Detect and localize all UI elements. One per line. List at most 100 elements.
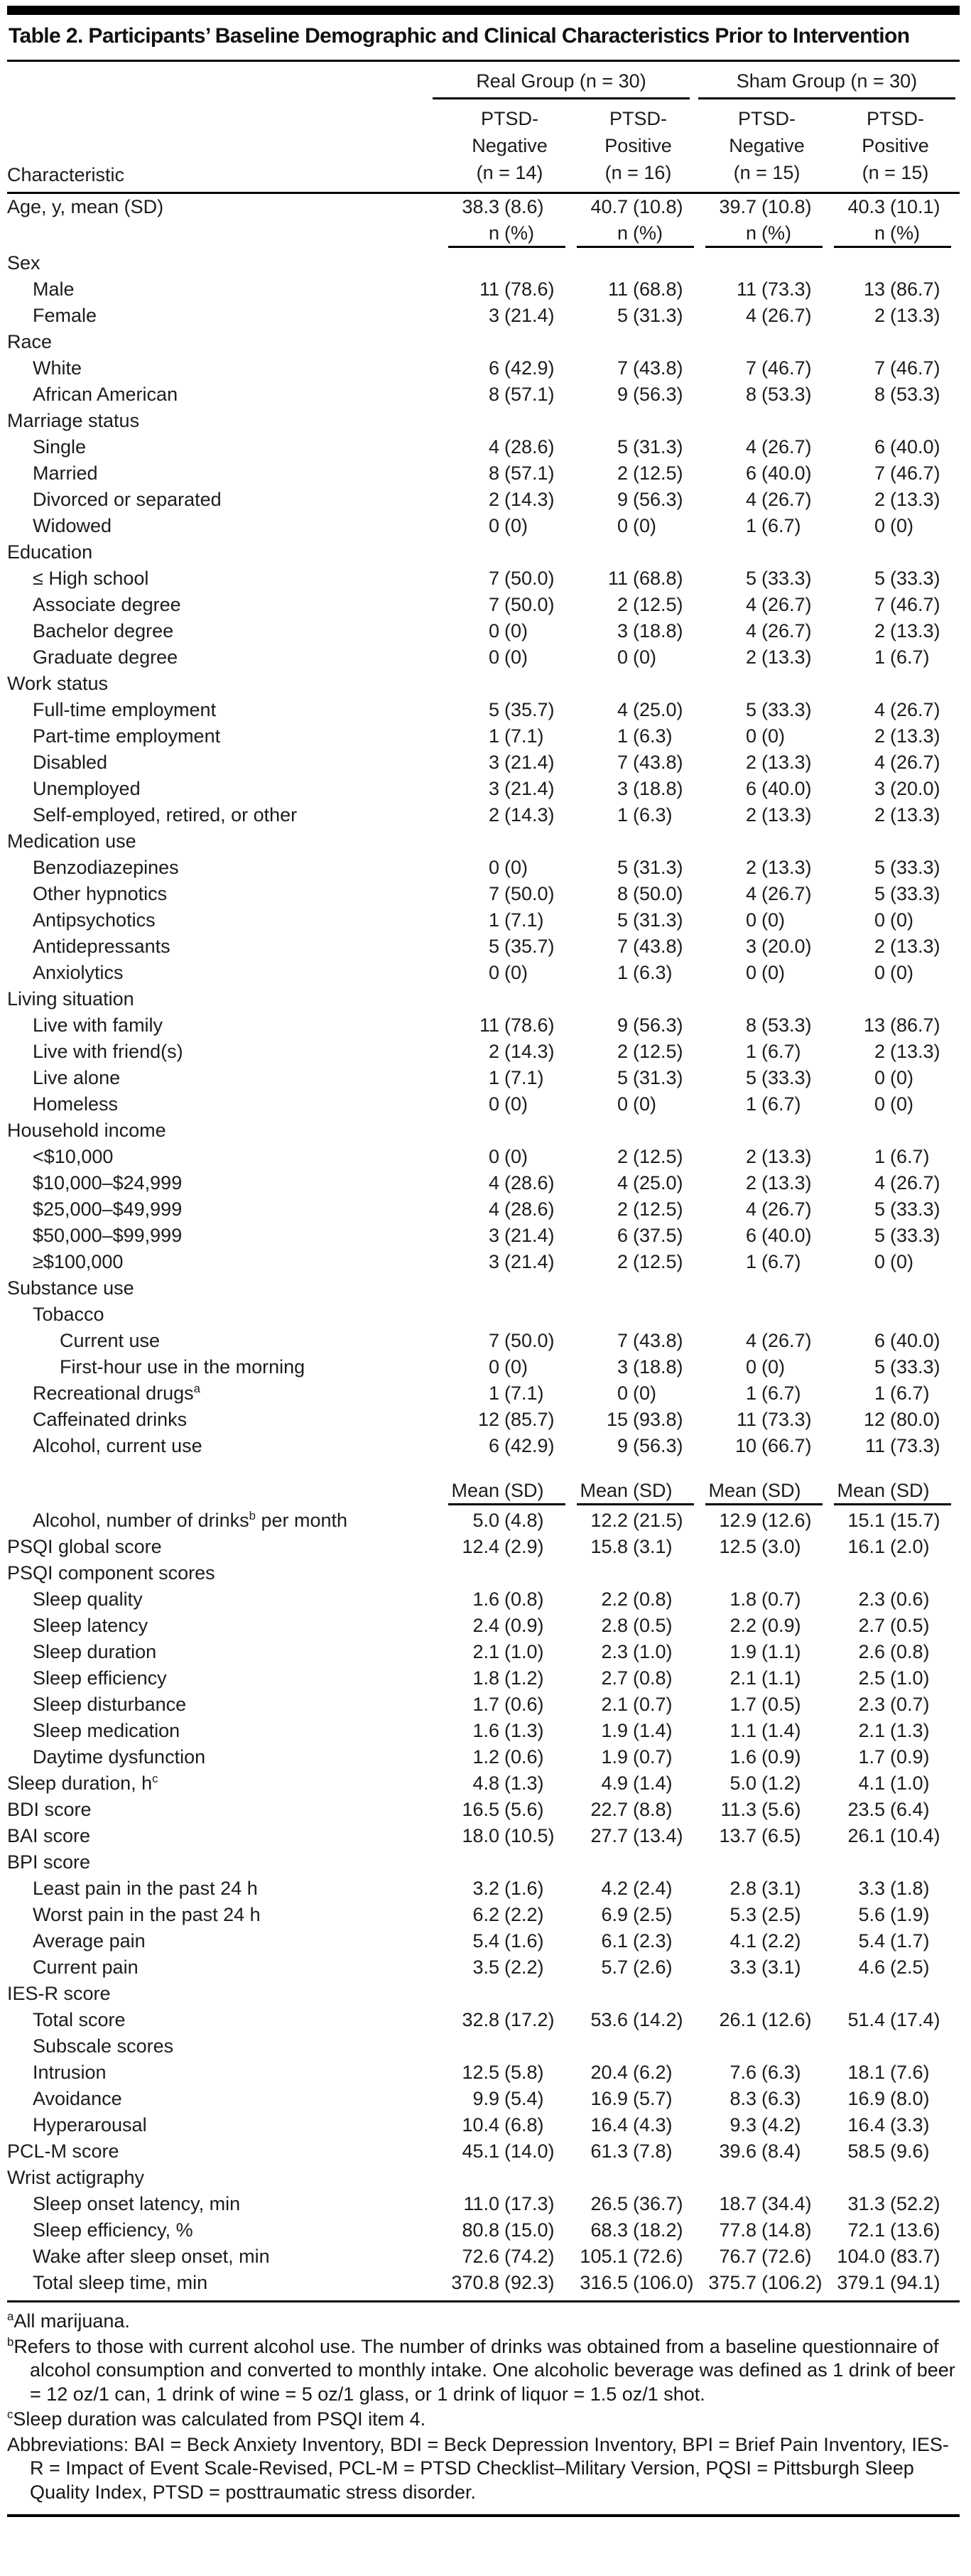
table-row: Hyperarousal 10.4 (6.8) 16.4 (4.3) 9.3 (4.2) 16… bbox=[7, 2112, 960, 2138]
value-number: 1.6 bbox=[729, 1746, 756, 1768]
value-paren: (14.0) bbox=[504, 2141, 555, 2163]
value-paren: (9.6) bbox=[890, 2141, 930, 2163]
section-row: Medication use bbox=[7, 828, 960, 855]
value-number: 3 bbox=[745, 936, 756, 958]
value-paren: (33.3) bbox=[890, 568, 940, 590]
table-row: Least pain in the past 24 h 3.2 (1.6) 4.2 (2… bbox=[7, 1876, 960, 1902]
value-number: 16.4 bbox=[590, 2114, 628, 2136]
value-paren: (73.3) bbox=[761, 278, 812, 301]
value-paren: (0.8) bbox=[633, 1589, 673, 1611]
value-cell: 3 (21.4) bbox=[445, 1223, 574, 1249]
table-row: Unemployed 3 (21.4) 3 (18.8) 6 (40.0) 3 (20.0) bbox=[7, 776, 960, 802]
value-cell: 2 (12.5) bbox=[574, 1144, 703, 1170]
value-number: 58.5 bbox=[847, 2141, 885, 2163]
value-number: 7 bbox=[617, 357, 628, 379]
row-label: Anxiolytics bbox=[33, 962, 124, 984]
value-cell: 1.6 (0.8) bbox=[445, 1586, 574, 1613]
value-paren: (0.6) bbox=[504, 1746, 544, 1768]
value-number: 1 bbox=[874, 646, 885, 669]
row-label: First-hour use in the morning bbox=[60, 1356, 305, 1378]
value-paren: (13.6) bbox=[890, 2219, 940, 2241]
column-header-real-negative: PTSD- Negative (n = 14) bbox=[472, 107, 548, 184]
value-paren: (35.7) bbox=[504, 936, 555, 958]
value-paren: (6.3) bbox=[633, 725, 673, 747]
value-paren: (6.8) bbox=[504, 2114, 544, 2136]
table-row: Antidepressants 5 (35.7) 7 (43.8) 3 (20.0) 2 (13… bbox=[7, 933, 960, 960]
value-paren: (7.1) bbox=[504, 909, 544, 931]
stat-type-cell: n (%) bbox=[831, 220, 960, 249]
value-number: 1.6 bbox=[472, 1720, 499, 1742]
value-paren: (1.2) bbox=[761, 1773, 801, 1795]
table-row: Sleep duration, hc 4.8 (1.3) 4.9 (1.4) 5.0 (1.… bbox=[7, 1770, 960, 1797]
value-number: 13.7 bbox=[719, 1825, 756, 1847]
value-number: 0 bbox=[874, 909, 885, 931]
value-cell: 11 (68.8) bbox=[574, 565, 703, 592]
row-label: Homeless bbox=[33, 1093, 119, 1115]
value-number: 2.3 bbox=[858, 1589, 885, 1611]
value-number: 1 bbox=[488, 1067, 499, 1089]
value-cell: 370.8 (92.3) bbox=[445, 2270, 574, 2296]
value-cell: 5.0 (1.2) bbox=[703, 1770, 831, 1797]
value-number: 2 bbox=[874, 804, 885, 826]
value-cell: 12.2 (21.5) bbox=[574, 1508, 703, 1534]
row-label: Total score bbox=[33, 2009, 126, 2031]
column-header-sham-positive: PTSD- Positive (n = 15) bbox=[862, 107, 929, 184]
value-paren: (12.6) bbox=[761, 2009, 812, 2031]
value-cell: 7 (46.7) bbox=[831, 460, 960, 487]
table-body: Age, y, mean (SD) 38.3 (8.6) 40.7 (10.8) 39.7… bbox=[7, 194, 960, 2296]
row-label: Sleep latency bbox=[33, 1615, 148, 1637]
value-cell: 27.7 (13.4) bbox=[574, 1823, 703, 1849]
table-row: Intrusion 12.5 (5.8) 20.4 (6.2) 7.6 (6.3) 18.1(… bbox=[7, 2060, 960, 2086]
value-number: 2 bbox=[745, 646, 756, 669]
value-paren: (106.2) bbox=[761, 2272, 823, 2294]
value-number: 11 bbox=[607, 568, 628, 590]
value-paren: (6.7) bbox=[761, 1093, 801, 1115]
value-number: n bbox=[617, 222, 628, 244]
value-paren: (7.1) bbox=[504, 1067, 544, 1089]
value-cell: 9 (56.3) bbox=[574, 1433, 703, 1459]
column-header-real-positive: PTSD- Positive (n = 16) bbox=[604, 107, 672, 184]
value-cell: 16.4 (4.3) bbox=[574, 2112, 703, 2138]
value-cell: 61.3 (7.8) bbox=[574, 2138, 703, 2165]
value-cell: 6.2 (2.2) bbox=[445, 1902, 574, 1928]
value-paren: (%) bbox=[761, 222, 791, 244]
value-number: 0 bbox=[617, 1382, 628, 1405]
value-cell: 2.8 (0.5) bbox=[574, 1613, 703, 1639]
value-number: 6.1 bbox=[601, 1930, 628, 1952]
value-cell: 2 (13.3) bbox=[831, 802, 960, 828]
row-label: Average pain bbox=[33, 1930, 146, 1952]
table-row: Alcohol, current use 6 (42.9) 9 (56.3) 10 (66.… bbox=[7, 1433, 960, 1459]
value-cell: 3 (18.8) bbox=[574, 618, 703, 644]
value-number: 16.5 bbox=[462, 1799, 499, 1821]
row-label: Live with family bbox=[33, 1014, 163, 1037]
value-cell: 16.9 (8.0) bbox=[831, 2086, 960, 2112]
value-paren: (2.0) bbox=[890, 1536, 930, 1558]
value-paren: (6.7) bbox=[761, 1251, 801, 1273]
table-row: Caffeinated drinks 12 (85.7) 15 (93.8) 11 (73.… bbox=[7, 1407, 960, 1433]
value-number: 13 bbox=[863, 1014, 885, 1037]
row-label: Sleep disturbance bbox=[33, 1694, 187, 1716]
value-paren: (73.3) bbox=[890, 1435, 940, 1457]
value-paren: (13.3) bbox=[890, 725, 940, 747]
value-paren: (4.2) bbox=[761, 2114, 801, 2136]
value-number: 9 bbox=[617, 1014, 628, 1037]
value-cell: 3 (21.4) bbox=[445, 303, 574, 329]
value-number: 1 bbox=[745, 1251, 756, 1273]
value-paren: (12.5) bbox=[633, 1251, 683, 1273]
value-cell: 5.0 (4.8) bbox=[445, 1508, 574, 1534]
value-cell: 4.9 (1.4) bbox=[574, 1770, 703, 1797]
value-paren: (43.8) bbox=[633, 936, 683, 958]
value-cell: 7 (50.0) bbox=[445, 881, 574, 907]
row-label: Subscale scores bbox=[33, 2035, 174, 2057]
value-cell: 2.5 (1.0) bbox=[831, 1665, 960, 1692]
value-number: n bbox=[745, 222, 756, 244]
value-cell: 3 (21.4) bbox=[445, 749, 574, 776]
row-label: Self-employed, retired, or other bbox=[33, 804, 298, 826]
value-number: 5 bbox=[617, 857, 628, 879]
value-paren: (28.6) bbox=[504, 1198, 555, 1221]
value-cell: 9.9 (5.4) bbox=[445, 2086, 574, 2112]
value-cell: 0 (0) bbox=[574, 1091, 703, 1117]
value-number: 1.9 bbox=[601, 1746, 628, 1768]
table-row: Worst pain in the past 24 h 6.2 (2.2) 6.9 (2… bbox=[7, 1902, 960, 1928]
value-cell: 1 (6.7) bbox=[831, 644, 960, 671]
